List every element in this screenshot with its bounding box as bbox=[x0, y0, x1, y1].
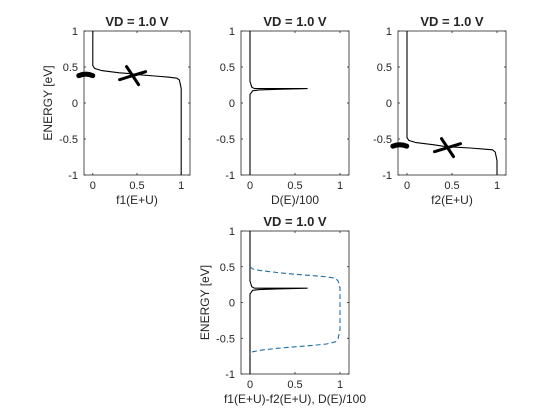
x-axis-label: D(E)/100 bbox=[271, 193, 319, 207]
y-tick-label: -1 bbox=[225, 369, 235, 381]
y-tick-label: 0.5 bbox=[220, 62, 235, 74]
x-tick-label: 0.5 bbox=[287, 180, 302, 192]
y-tick-label: -0.5 bbox=[373, 134, 392, 146]
annotation-mark bbox=[76, 71, 96, 79]
plot-area bbox=[240, 230, 350, 375]
x-tick-label: 1 bbox=[337, 180, 343, 192]
annotation-mark bbox=[390, 142, 410, 149]
series-line-1 bbox=[249, 231, 308, 374]
x-axis-label: f2(E+U) bbox=[431, 193, 473, 207]
x-tick-label: 0 bbox=[404, 180, 410, 192]
subplot-2: VD = 1.0 V 0 0.5 1 -1 -0.5 0 0.5 1 D(E)/100 bbox=[216, 14, 350, 207]
y-tick-label: 0.5 bbox=[377, 62, 392, 74]
subplot-1: VD = 1.0 V 0 0.5 1 -1 -0.5 0 0.5 1 f1(E+U) ENERGY … bbox=[41, 14, 191, 207]
x-tick-label: 1 bbox=[178, 180, 184, 192]
chart-title: VD = 1.0 V bbox=[105, 14, 169, 29]
plot-area bbox=[240, 30, 350, 176]
y-tick-label: -1 bbox=[225, 170, 235, 182]
y-tick-label: 1 bbox=[229, 26, 235, 38]
series-line-1 bbox=[249, 31, 308, 175]
subplot-4: VD = 1.0 V0 0.5 1-1-0.500.51f1(E+U)-f2(E+U… bbox=[198, 214, 366, 406]
x-tick-label: 1 bbox=[337, 379, 343, 391]
annotation-cross bbox=[433, 137, 462, 159]
plot-area bbox=[83, 30, 191, 176]
plot-area bbox=[397, 30, 507, 176]
y-tick-label: -1 bbox=[68, 170, 78, 182]
x-axis-label: f1(E+U) bbox=[116, 193, 158, 207]
x-tick-label: 0.5 bbox=[287, 379, 302, 391]
y-tick-label: 0.5 bbox=[63, 62, 78, 74]
x-tick-label: 0 bbox=[247, 180, 253, 192]
x-tick-label: 0 bbox=[247, 379, 253, 391]
y-tick-label: 0 bbox=[72, 98, 78, 110]
x-tick-label: 0.5 bbox=[129, 180, 144, 192]
y-tick-label: 0 bbox=[386, 98, 392, 110]
subplot-3: VD = 1.0 V 0 0.5 1 -1 -0.5 0 0.5 1 f2(E+U) bbox=[373, 14, 507, 207]
y-tick-label: -0.5 bbox=[216, 134, 235, 146]
y-axis-label: ENERGY [eV] bbox=[41, 65, 55, 140]
y-tick-label: 0 bbox=[229, 98, 235, 110]
y-tick-label: 1 bbox=[229, 226, 235, 238]
y-axis-label: ENERGY [eV] bbox=[198, 265, 212, 340]
chart-title: VD = 1.0 V bbox=[263, 214, 327, 229]
x-tick-label: 1 bbox=[494, 180, 500, 192]
x-tick-label: 0.5 bbox=[444, 180, 459, 192]
chart-title: VD = 1.0 V bbox=[420, 14, 484, 29]
x-axis-label: f1(E+U)-f2(E+U), D(E)/100 bbox=[224, 392, 366, 406]
y-tick-label: 0.5 bbox=[220, 262, 235, 274]
y-tick-label: -1 bbox=[382, 170, 392, 182]
series-line-2 bbox=[249, 266, 341, 356]
y-tick-label: 0 bbox=[229, 298, 235, 310]
y-tick-label: -0.5 bbox=[59, 134, 78, 146]
annotation-cross bbox=[118, 65, 148, 87]
y-tick-label: 1 bbox=[72, 26, 78, 38]
x-tick-label: 0 bbox=[90, 180, 96, 192]
y-tick-label: -0.5 bbox=[216, 333, 235, 345]
chart-title: VD = 1.0 V bbox=[263, 14, 327, 29]
y-tick-label: 1 bbox=[386, 26, 392, 38]
